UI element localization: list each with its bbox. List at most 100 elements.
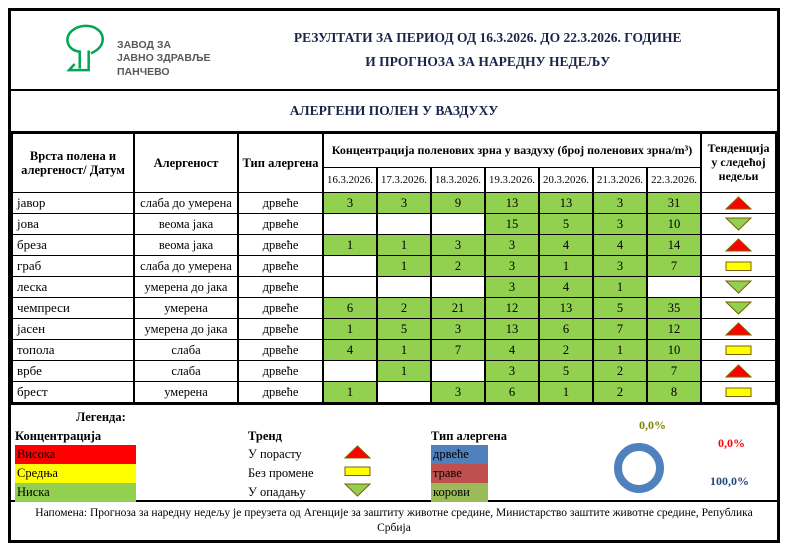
concentration-value-cell: 13 — [484, 192, 540, 214]
concentration-value-cell: 1 — [538, 255, 594, 277]
concentration-value-cell: 6 — [484, 381, 540, 403]
concentration-value-cell: 3 — [592, 255, 648, 277]
date-header: 18.3.2026. — [430, 167, 486, 193]
concentration-value-cell — [430, 213, 486, 235]
pollen-name-cell: врбе — [11, 360, 135, 382]
table-row: леска умерена до јака дрвеће 3 4 1 — [11, 276, 777, 298]
col-header-type: Тип алергена — [237, 133, 324, 193]
footnote-text: Напомена: Прогноза за наредну недељу је … — [35, 507, 753, 534]
col-header-allergenicity: Алергеност — [133, 133, 239, 193]
date-header: 17.3.2026. — [376, 167, 432, 193]
pollen-name-cell: брест — [11, 381, 135, 403]
concentration-value-cell — [430, 276, 486, 298]
allergen-type-cell: дрвеће — [237, 339, 324, 361]
pollen-table-wrap: Врста полена и алергеност/ Датум Алерген… — [11, 133, 777, 405]
donut-label-grass: 0,0% — [718, 436, 745, 450]
legend-type-trees: дрвеће — [431, 445, 488, 464]
tendency-same-icon — [700, 339, 777, 361]
allergenicity-cell: слаба — [133, 339, 239, 361]
trend-down-icon — [343, 483, 374, 503]
concentration-value-cell: 1 — [322, 234, 378, 256]
org-name: ЗАВОД ЗА ЈАВНО ЗДРАВЉЕ ПАНЧЕВО — [117, 39, 210, 80]
tendency-down-icon — [700, 297, 777, 319]
table-row: јавор слаба до умерена дрвеће 3 3 9 13 13 3 31 — [11, 192, 777, 214]
table-row: чемпреси умерена дрвеће 6 2 21 12 13 5 35 — [11, 297, 777, 319]
concentration-value-cell: 1 — [538, 381, 594, 403]
concentration-value-cell: 10 — [645, 213, 703, 235]
pollen-name-cell: леска — [11, 276, 135, 298]
allergenicity-cell: умерена — [133, 381, 239, 403]
concentration-value-cell: 4 — [484, 339, 540, 361]
allergenicity-cell: умерена до јака — [133, 276, 239, 298]
legend-concentration-low: Ниска — [15, 483, 136, 502]
concentration-value-cell: 3 — [430, 318, 486, 340]
concentration-value-cell: 5 — [376, 318, 432, 340]
legend-type-label: Тип алергена — [431, 429, 507, 443]
concentration-value-cell: 4 — [322, 339, 378, 361]
concentration-value-cell — [322, 213, 378, 235]
section-title: АЛЕРГЕНИ ПОЛЕН У ВАЗДУХУ — [11, 91, 777, 133]
concentration-value-cell: 13 — [538, 297, 594, 319]
legend-concentration-label: Концентрација — [15, 429, 102, 443]
tendency-down-icon — [700, 213, 777, 235]
pollen-name-cell: јавор — [11, 192, 135, 214]
concentration-value-cell: 15 — [484, 213, 540, 235]
concentration-value-cell: 5 — [592, 297, 648, 319]
concentration-value-cell — [322, 276, 378, 298]
concentration-value-cell: 1 — [376, 360, 432, 382]
concentration-value-cell — [376, 213, 432, 235]
legend-type-weeds: корови — [431, 483, 488, 502]
tendency-down-icon — [700, 276, 777, 298]
section-title-text: АЛЕРГЕНИ ПОЛЕН У ВАЗДУХУ — [289, 103, 499, 118]
legend-title: Легенда: — [76, 410, 126, 424]
concentration-value-cell: 3 — [484, 276, 540, 298]
report-header: ЗАВОД ЗА ЈАВНО ЗДРАВЉЕ ПАНЧЕВО РЕЗУЛТАТИ… — [11, 11, 777, 91]
allergen-type-cell: дрвеће — [237, 276, 324, 298]
date-header: 21.3.2026. — [592, 167, 648, 193]
pollen-table: Врста полена и алергеност/ Датум Алерген… — [11, 133, 777, 403]
trend-up-icon — [343, 444, 374, 465]
report-title-line2: И ПРОГНОЗА ЗА НАРЕДНУ НЕДЕЉУ — [365, 54, 611, 69]
legend-type-grass: траве — [431, 464, 488, 483]
concentration-value-cell — [322, 360, 378, 382]
legend-trend-up-label: У порасту — [248, 447, 302, 461]
legend-concentration-high: Висока — [15, 445, 136, 464]
concentration-value-cell: 6 — [322, 297, 378, 319]
concentration-value-cell: 2 — [592, 360, 648, 382]
allergenicity-cell: умерена — [133, 297, 239, 319]
concentration-value-cell: 8 — [645, 381, 703, 403]
date-header: 16.3.2026. — [322, 167, 378, 193]
report-frame: ЗАВОД ЗА ЈАВНО ЗДРАВЉЕ ПАНЧЕВО РЕЗУЛТАТИ… — [8, 8, 780, 543]
report-title-line1: РЕЗУЛТАТИ ЗА ПЕРИОД ОД 16.3.2026. ДО 22.… — [293, 29, 682, 45]
table-row: врбе слаба дрвеће 1 3 5 2 7 — [11, 360, 777, 382]
tendency-up-icon — [700, 192, 777, 214]
allergen-type-cell: дрвеће — [237, 360, 324, 382]
tendency-same-icon — [700, 255, 777, 277]
tendency-up-icon — [700, 360, 777, 382]
date-header: 20.3.2026. — [538, 167, 594, 193]
legend-trend-items: У порасту Без промене У опадању — [248, 444, 374, 503]
allergenicity-cell: веома јака — [133, 234, 239, 256]
concentration-value-cell: 4 — [592, 234, 648, 256]
concentration-value-cell: 7 — [430, 339, 486, 361]
footnote: Напомена: Прогноза за наредну недељу је … — [11, 502, 777, 540]
allergen-type-cell: дрвеће — [237, 297, 324, 319]
donut-label-weeds: 0,0% — [639, 418, 666, 432]
allergen-type-cell: дрвеће — [237, 381, 324, 403]
table-row: топола слаба дрвеће 4 1 7 4 2 1 10 — [11, 339, 777, 361]
concentration-value-cell: 35 — [645, 297, 703, 319]
concentration-value-cell: 5 — [538, 213, 594, 235]
concentration-value-cell: 3 — [376, 192, 432, 214]
allergen-share-donut-chart — [611, 440, 667, 500]
concentration-value-cell: 2 — [430, 255, 486, 277]
table-row: бреза веома јака дрвеће 1 1 3 3 4 4 14 — [11, 234, 777, 256]
date-header: 19.3.2026. — [484, 167, 540, 193]
concentration-value-cell: 1 — [376, 234, 432, 256]
concentration-value-cell: 1 — [376, 339, 432, 361]
tendency-up-icon — [700, 234, 777, 256]
allergen-type-cell: дрвеће — [237, 255, 324, 277]
concentration-value-cell: 3 — [484, 234, 540, 256]
concentration-value-cell: 1 — [592, 339, 648, 361]
concentration-value-cell: 31 — [645, 192, 703, 214]
legend-trend-same: Без промене — [248, 464, 374, 483]
